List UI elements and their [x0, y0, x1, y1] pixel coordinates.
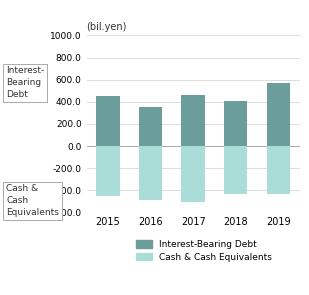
Bar: [139, 107, 162, 146]
Bar: [181, 146, 205, 202]
Text: (bil.yen): (bil.yen): [87, 22, 127, 32]
Bar: [96, 96, 120, 146]
Bar: [267, 83, 290, 146]
Bar: [267, 146, 290, 194]
Bar: [181, 95, 205, 146]
Text: Interest-
Bearing
Debt: Interest- Bearing Debt: [6, 66, 44, 99]
Legend: Interest-Bearing Debt, Cash & Cash Equivalents: Interest-Bearing Debt, Cash & Cash Equiv…: [133, 237, 275, 265]
Bar: [224, 101, 248, 146]
Bar: [139, 146, 162, 200]
Text: Cash &
Cash
Equivalents: Cash & Cash Equivalents: [6, 184, 59, 217]
Bar: [224, 146, 248, 194]
Bar: [96, 146, 120, 196]
